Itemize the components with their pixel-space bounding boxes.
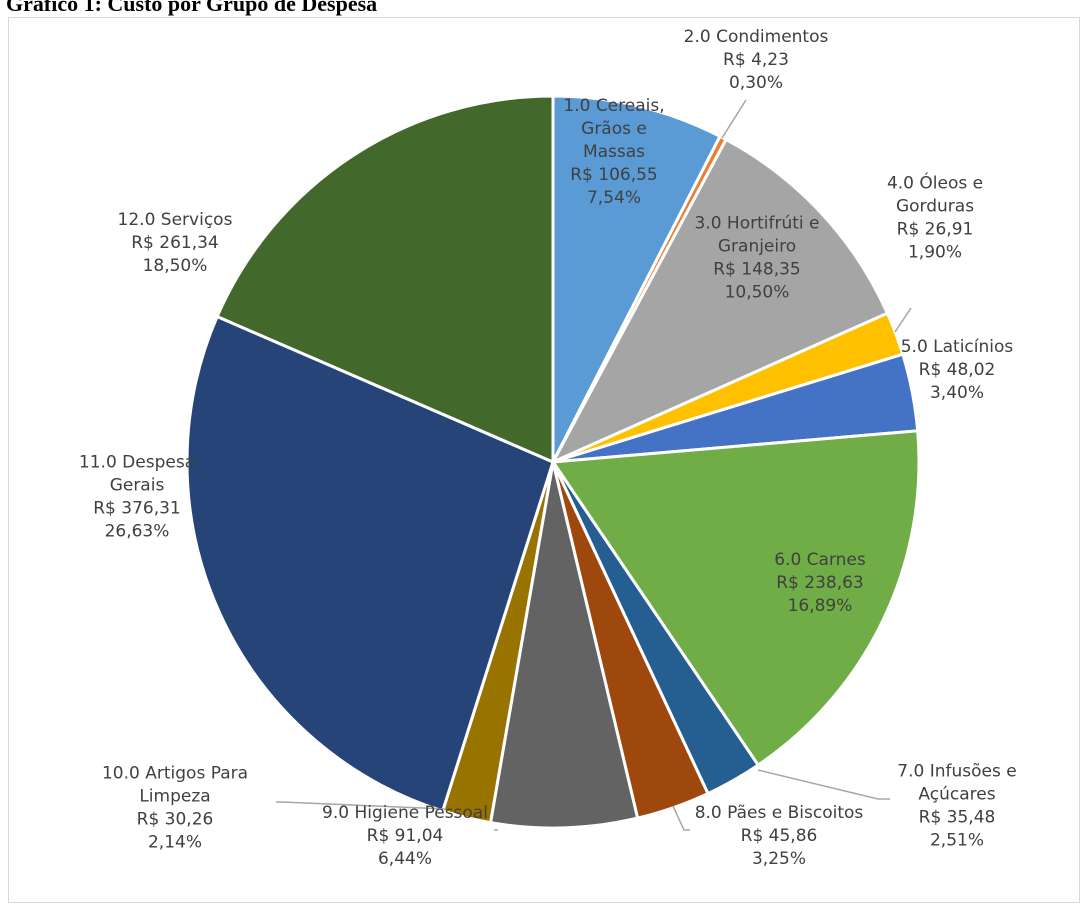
slice-2-category-label: 2.0 Condimentos	[684, 27, 829, 47]
slice-11-percent-label: 26,63%	[105, 522, 170, 542]
leader-line-4	[894, 307, 912, 333]
slice-8-percent-label: 3,25%	[752, 849, 806, 869]
slice-9-value-label: R$ 91,04	[367, 826, 444, 846]
slice-11-category-label: Gerais	[110, 476, 165, 496]
slice-11-category-label: 11.0 Despesa	[79, 453, 195, 473]
data-label-10: 10.0 Artigos Para Limpeza R$ 30,26 2,14%	[102, 764, 248, 853]
pie-slice-9	[489, 460, 640, 830]
slice-2-percent-label: 0,30%	[729, 73, 783, 93]
slice-7-percent-label: 2,51%	[930, 831, 984, 851]
slice-10-category-label: Limpeza	[139, 787, 210, 807]
leader-line-10	[276, 801, 447, 810]
slice-4-percent-label: 1,90%	[908, 243, 962, 263]
data-label-11: 11.0 Despesa Gerais R$ 376,31 26,63%	[79, 453, 195, 542]
slice-3-percent-label: 10,50%	[725, 283, 790, 303]
slice-1-percent-label: 7,54%	[587, 188, 641, 208]
data-label-4: 4.0 Óleos e Gorduras R$ 26,91 1,90%	[887, 172, 983, 263]
slice-1-value-label: R$ 106,55	[570, 165, 658, 185]
slice-12-category-label: 12.0 Serviços	[118, 210, 233, 230]
slice-3-category-label: 3.0 Hortifrúti e	[694, 214, 819, 234]
slice-9-category-label: 9.0 Higiene Pessoal	[322, 803, 488, 823]
slice-5-value-label: R$ 48,02	[919, 360, 996, 380]
slice-1-category-label: Grãos e	[581, 119, 647, 139]
data-label-1: 1.0 Cereais, Grãos e Massas R$ 106,55 7,54%	[563, 96, 664, 208]
slice-1-category-label: 1.0 Cereais,	[563, 96, 664, 116]
page-title: Gráfico 1: Custo por Grupo de Despesa	[6, 0, 378, 16]
data-label-3: 3.0 Hortifrúti e Granjeiro R$ 148,35 10,50%	[694, 214, 819, 303]
slice-12-percent-label: 18,50%	[143, 256, 208, 276]
pie-slice-6	[551, 429, 921, 767]
slice-6-percent-label: 16,89%	[788, 596, 853, 616]
slice-8-value-label: R$ 45,86	[741, 826, 818, 846]
slice-4-category-label: 4.0 Óleos e	[887, 172, 983, 194]
pie-slice-12	[215, 94, 555, 464]
data-label-5: 5.0 Laticínios R$ 48,02 3,40%	[901, 337, 1014, 403]
pie-slice-11	[185, 315, 555, 813]
slice-4-value-label: R$ 26,91	[897, 220, 974, 240]
data-label-9: 9.0 Higiene Pessoal R$ 91,04 6,44%	[322, 803, 488, 869]
data-label-12: 12.0 Serviços R$ 261,34 18,50%	[118, 210, 233, 276]
leader-line-8	[672, 805, 690, 831]
slice-10-value-label: R$ 30,26	[137, 810, 214, 830]
slice-3-value-label: R$ 148,35	[713, 260, 801, 280]
data-label-2: 2.0 Condimentos R$ 4,23 0,30%	[684, 27, 829, 93]
data-label-7: 7.0 Infusões e Açúcares R$ 35,48 2,51%	[897, 762, 1016, 851]
slice-10-percent-label: 2,14%	[148, 833, 202, 853]
pie-slice-3	[551, 138, 889, 464]
leader-line-7	[757, 769, 890, 800]
slice-5-percent-label: 3,40%	[930, 383, 984, 403]
slice-9-percent-label: 6,44%	[378, 849, 432, 869]
slice-6-value-label: R$ 238,63	[776, 573, 864, 593]
slice-11-value-label: R$ 376,31	[93, 499, 181, 519]
slice-6-category-label: 6.0 Carnes	[774, 550, 866, 570]
slice-3-category-label: Granjeiro	[718, 237, 796, 257]
slice-5-category-label: 5.0 Laticínios	[901, 337, 1014, 357]
slice-7-category-label: Açúcares	[918, 785, 995, 805]
data-label-6: 6.0 Carnes R$ 238,63 16,89%	[774, 550, 866, 616]
slice-4-category-label: Gorduras	[896, 197, 974, 217]
slice-8-category-label: 8.0 Pães e Biscoitos	[695, 803, 864, 823]
chart-frame	[8, 17, 1080, 903]
slice-7-category-label: 7.0 Infusões e	[897, 762, 1016, 782]
slice-7-value-label: R$ 35,48	[919, 808, 996, 828]
slice-10-category-label: 10.0 Artigos Para	[102, 764, 248, 784]
slice-2-value-label: R$ 4,23	[723, 50, 789, 70]
pie-slice-1	[551, 94, 722, 464]
slice-12-value-label: R$ 261,34	[131, 233, 219, 253]
leader-line-2	[721, 99, 747, 139]
data-label-8: 8.0 Pães e Biscoitos R$ 45,86 3,25%	[695, 803, 864, 869]
slice-1-category-label: Massas	[583, 142, 645, 162]
